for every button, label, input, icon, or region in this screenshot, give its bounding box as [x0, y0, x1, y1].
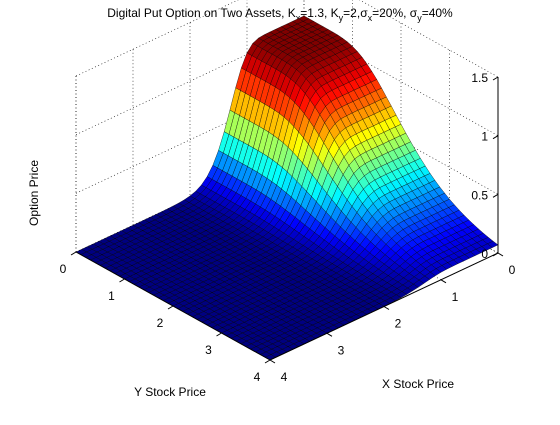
z-tick-mark	[492, 76, 499, 81]
y-tick-mark	[167, 305, 174, 310]
z-tick-mark	[492, 135, 499, 140]
surface-mesh	[75, 15, 499, 361]
tick-labels: 0 1 2 3 4 0 1 2 3 4 0 0.5 1 1.5	[60, 71, 516, 384]
title-sigma-y: σ	[410, 6, 418, 20]
y-tick-label: 0	[60, 262, 67, 276]
z-tick-label: 1.5	[471, 71, 488, 85]
z-axis-label: Option Price	[27, 160, 41, 226]
title-ky-sub: y	[339, 13, 344, 23]
x-tick-label: 2	[395, 317, 402, 331]
y-tick-label: 1	[108, 289, 115, 303]
title-prefix: Digital Put Option on Two Assets, K	[107, 6, 296, 20]
title-sy-val: =40%	[422, 6, 453, 20]
x-tick-mark	[440, 279, 447, 284]
title-sigma-x: σ	[360, 6, 368, 20]
z-tick-label: 1	[481, 130, 488, 144]
x-axis-label: X Stock Price	[382, 377, 454, 391]
title-sx-sub: x	[368, 13, 373, 23]
title-kx-val: =1.3, K	[300, 6, 338, 20]
x-tick-label: 4	[281, 370, 288, 384]
y-tick-mark	[216, 332, 222, 337]
y-tick-label: 3	[205, 343, 212, 357]
title-sx-val: =20%,	[372, 6, 410, 20]
z-tick-label: 0	[481, 247, 488, 261]
z-tick-label: 0.5	[471, 188, 488, 202]
x-tick-mark	[269, 359, 276, 364]
y-axis-label: Y Stock Price	[134, 385, 206, 399]
z-tick-mark	[492, 193, 499, 198]
title-sy-sub: y	[417, 13, 422, 23]
y-tick-mark	[119, 278, 125, 283]
y-tick-mark	[70, 251, 77, 256]
x-tick-label: 3	[338, 343, 345, 357]
chart-title: Digital Put Option on Two Assets, Kx=1.3…	[107, 6, 453, 23]
y-tick-label: 2	[157, 316, 164, 330]
y-tick-label: 4	[254, 370, 261, 384]
x-tick-label: 0	[509, 263, 516, 277]
x-tick-mark	[326, 332, 333, 337]
title-ky-val: =2,	[343, 6, 360, 20]
z-tick-mark	[492, 252, 499, 257]
title-kx-sub: x	[296, 13, 301, 23]
x-tick-mark	[497, 252, 504, 257]
x-tick-label: 1	[452, 290, 459, 304]
y-tick-mark	[264, 359, 271, 364]
x-tick-mark	[383, 306, 390, 310]
